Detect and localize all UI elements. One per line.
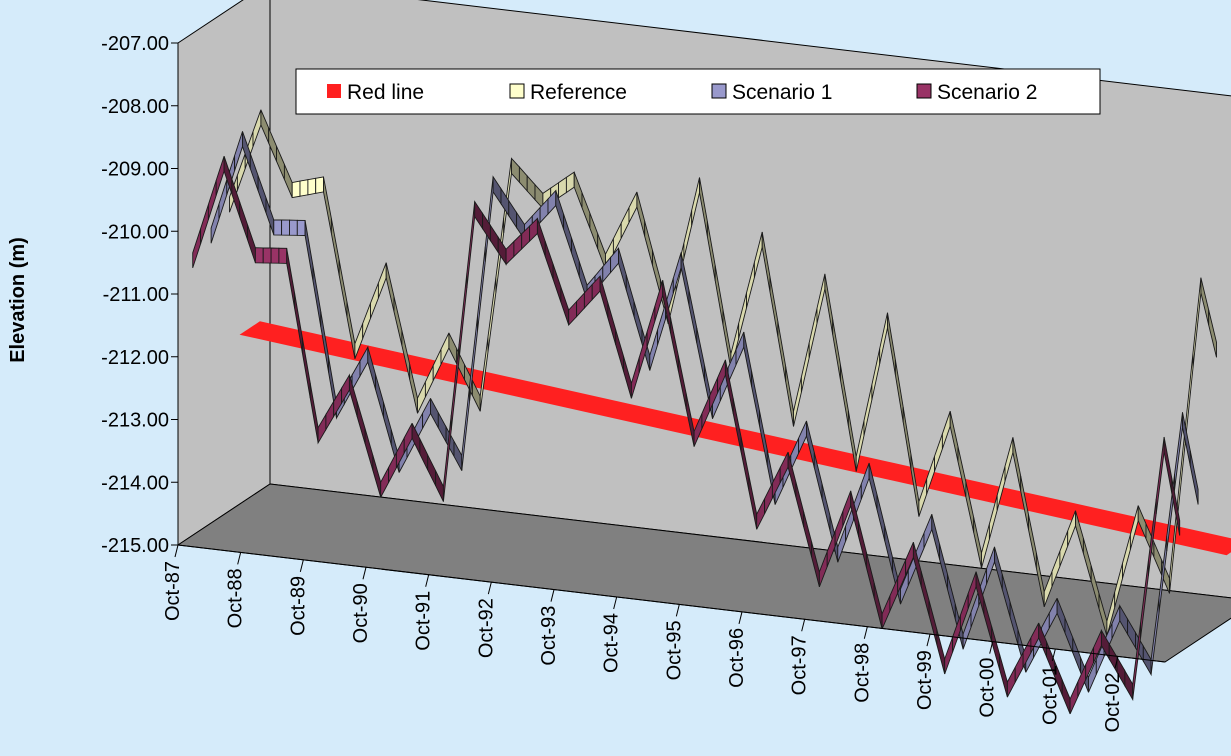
x-tick-label: Oct-89 (287, 576, 309, 636)
ribbon-segment (307, 177, 317, 196)
legend-swatch (327, 84, 341, 98)
ribbon-segment (1006, 667, 1016, 698)
series-red-line (239, 321, 1231, 556)
x-tick-mark (675, 604, 680, 617)
y-axis-title: Elevation (m) (7, 237, 29, 363)
ribbon-segment (289, 219, 298, 236)
chart-legend: Red line Reference Scenario 1 Scenario 2 (295, 68, 1101, 115)
legend-swatch (711, 83, 727, 99)
ribbon-segment (944, 636, 954, 675)
ribbon-segment (936, 629, 946, 675)
legend-label: Scenario 1 (732, 81, 832, 104)
y-tick-label: -208.00 (101, 96, 169, 118)
x-tick-label: Oct-93 (538, 606, 560, 666)
series-scenario-2 (192, 156, 1181, 715)
ribbon-segment (1124, 669, 1134, 702)
x-tick-mark (926, 634, 931, 647)
ribbon-segment (262, 247, 272, 264)
ribbon-segment (1069, 681, 1079, 715)
ribbon-segment (254, 247, 264, 264)
x-tick-mark (174, 544, 179, 558)
ribbon-segment (1208, 309, 1217, 358)
ribbon-segment (299, 179, 309, 197)
x-tick-label: Oct-97 (789, 635, 811, 695)
x-tick-label: Oct-00 (977, 658, 999, 718)
y-tick-label: -211.00 (103, 284, 169, 306)
y-tick-label: -207.00 (101, 33, 169, 55)
x-tick-mark (613, 596, 618, 610)
x-tick-label: Oct-94 (601, 613, 623, 673)
x-tick-label: Oct-92 (475, 598, 497, 658)
x-axis-line (177, 544, 1166, 663)
x-tick-label: Oct-87 (162, 561, 184, 621)
x-tick-label: Oct-91 (413, 591, 435, 651)
ribbon-segment (1189, 450, 1199, 505)
x-tick-mark (362, 567, 367, 580)
ribbon-segment (291, 180, 301, 199)
y-tick-label: -214.00 (101, 472, 169, 494)
y-tick-label: -209.00 (101, 159, 169, 181)
ribbon-segment (1061, 679, 1071, 715)
x-tick-mark (863, 626, 868, 639)
x-tick-mark (299, 559, 304, 572)
ribbon-segment (270, 247, 280, 264)
y-tick-label: -213.00 (101, 410, 169, 432)
ribbon-segment (296, 219, 306, 236)
ribbon-segment (278, 247, 288, 264)
x-tick-label: Oct-95 (663, 620, 685, 680)
x-tick-label: Oct-90 (350, 583, 372, 643)
x-tick-label: Oct-96 (726, 628, 748, 688)
x-tick-mark (550, 589, 555, 602)
x-tick-mark (425, 574, 430, 587)
ribbon-segment (1171, 478, 1181, 536)
chart-axes: Elevation (m) -207.00 -208.00 -209.00 -210.… (7, 33, 1166, 732)
x-tick-mark (989, 641, 994, 654)
legend-swatch (916, 83, 932, 99)
ribbon-segment (999, 654, 1008, 698)
x-tick-label: Oct-99 (914, 650, 936, 710)
legend-label: Red line (347, 81, 424, 104)
x-tick-label: Oct-02 (1102, 672, 1124, 732)
chart-walls (176, 0, 1231, 663)
y-tick-label: -215.00 (101, 535, 169, 557)
y-tick-label: -212.00 (101, 347, 169, 369)
x-tick-mark (738, 611, 743, 624)
legend-box (295, 68, 1101, 115)
x-tick-mark (1114, 656, 1119, 669)
ribbon-segment (273, 219, 283, 236)
x-tick-label: Oct-01 (1039, 665, 1061, 725)
ribbon-segment (1014, 652, 1024, 683)
legend-swatch (509, 83, 525, 99)
x-tick-mark (237, 552, 242, 565)
x-tick-mark (801, 619, 806, 632)
x-tick-mark (487, 582, 492, 595)
legend-label: Scenario 2 (937, 81, 1037, 104)
legend-label: Reference (530, 81, 627, 104)
x-tick-label: Oct-88 (225, 568, 247, 628)
x-tick-mark (1051, 648, 1056, 662)
red-line-band (239, 321, 1231, 556)
x-tick-label: Oct-98 (851, 643, 873, 703)
y-tick-label: -210.00 (101, 221, 169, 243)
ribbon-segment (315, 176, 324, 194)
ribbon-segment (281, 219, 290, 236)
side-wall (177, 0, 271, 546)
chart-series-layer (192, 109, 1231, 715)
